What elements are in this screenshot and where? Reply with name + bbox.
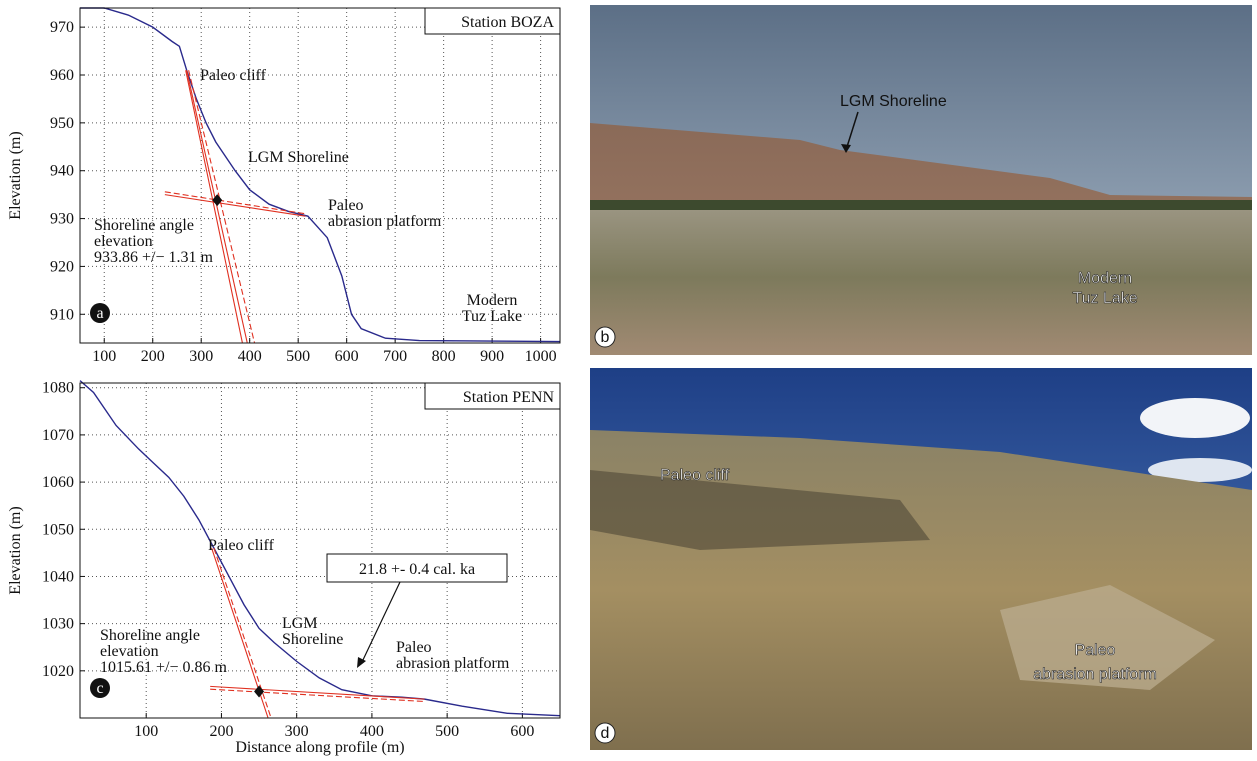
y-tick-label: 1080 [42, 380, 74, 397]
annotation: abrasion platform [328, 213, 442, 230]
x-tick-label: 900 [480, 348, 504, 365]
y-tick-label: 920 [50, 258, 74, 275]
annotation: abrasion platform [396, 655, 510, 672]
panel-letter: d [601, 725, 610, 742]
y-tick-label: 1070 [42, 427, 74, 444]
y-tick-label: 970 [50, 19, 74, 36]
cloud [1140, 398, 1250, 438]
x-tick-label: 100 [92, 348, 116, 365]
photo-label: abrasion platform [1033, 666, 1157, 683]
chart-panel: 100 200 300 400 500 600 700 800 900 1000 910 920 930… [7, 8, 560, 365]
annotation: LGM Shoreline [248, 149, 349, 166]
annotation: Paleo [328, 197, 364, 214]
annotation: LGM [282, 615, 318, 632]
fit-line [186, 70, 243, 343]
shoreline-point [254, 686, 264, 698]
arrow [362, 582, 400, 662]
x-axis-label: Distance along profile (m) [235, 739, 404, 756]
fit-line [165, 195, 306, 217]
photo-label: LGM Shoreline [840, 93, 947, 110]
y-tick-label: 1050 [42, 521, 74, 538]
fit-line [210, 689, 424, 701]
vegetation [590, 200, 1252, 210]
x-tick-label: 300 [285, 723, 309, 740]
photo-label: Paleo cliff [660, 467, 730, 484]
annotation: Tuz Lake [462, 308, 522, 325]
y-tick-label: 960 [50, 67, 74, 84]
photo-d: Paleo cliff Paleo abrasion platform d [590, 368, 1252, 750]
panel-letter: b [601, 329, 610, 346]
y-tick-label: 950 [50, 115, 74, 132]
x-tick-label: 200 [141, 348, 165, 365]
station-label: Station PENN [463, 389, 555, 406]
ground [590, 200, 1252, 355]
y-axis-label: Elevation (m) [7, 506, 24, 594]
x-tick-label: 100 [134, 723, 158, 740]
y-tick-label: 930 [50, 211, 74, 228]
fit-line [210, 686, 424, 699]
x-tick-label: 600 [510, 723, 534, 740]
x-tick-label: 300 [189, 348, 213, 365]
fit-line [187, 70, 248, 343]
y-tick-label: 1060 [42, 474, 74, 491]
annotation: Shoreline angle [94, 217, 194, 234]
figure: LGM Shoreline Modern Tuz Lake b Paleo cl… [0, 0, 1257, 756]
x-tick-label: 500 [286, 348, 310, 365]
x-tick-label: 800 [432, 348, 456, 365]
annotation: Shoreline angle [100, 627, 200, 644]
y-tick-label: 1020 [42, 663, 74, 680]
y-tick-label: 910 [50, 306, 74, 323]
y-axis-label: Elevation (m) [7, 131, 24, 219]
x-tick-label: 500 [435, 723, 459, 740]
annotation: Paleo cliff [200, 67, 267, 84]
photo-label: Modern [1078, 270, 1132, 287]
chart-panel: 100 200 300 400 500 600 1020 1030 1040 1050 1060 10… [7, 380, 560, 756]
x-tick-label: 200 [209, 723, 233, 740]
annotation: Paleo [396, 639, 432, 656]
annotation: 933.86 +/− 1.31 m [94, 249, 213, 266]
x-tick-label: 400 [238, 348, 262, 365]
x-tick-label: 400 [360, 723, 384, 740]
annotation: Modern [467, 292, 518, 309]
x-tick-label: 700 [383, 348, 407, 365]
x-tick-label: 1000 [525, 348, 557, 365]
y-tick-label: 1040 [42, 568, 74, 585]
y-tick-label: 940 [50, 163, 74, 180]
photo-label: Paleo [1075, 642, 1116, 659]
panel-letter: a [96, 305, 103, 322]
age-label: 21.8 +- 0.4 cal. ka [359, 561, 475, 578]
annotation: elevation [94, 233, 153, 250]
station-label: Station BOZA [461, 14, 554, 31]
annotation: elevation [100, 643, 159, 660]
fit-line [165, 192, 306, 214]
photo-label: Tuz Lake [1072, 290, 1137, 307]
arrow-head [357, 657, 366, 668]
annotation: 1015.61 +/− 0.86 m [100, 659, 227, 676]
x-tick-label: 600 [335, 348, 359, 365]
annotation: Shoreline [282, 631, 343, 648]
y-tick-label: 1030 [42, 616, 74, 633]
annotation: Paleo cliff [208, 537, 275, 554]
photo-b: LGM Shoreline Modern Tuz Lake b [590, 5, 1252, 355]
panel-letter: c [96, 680, 103, 697]
